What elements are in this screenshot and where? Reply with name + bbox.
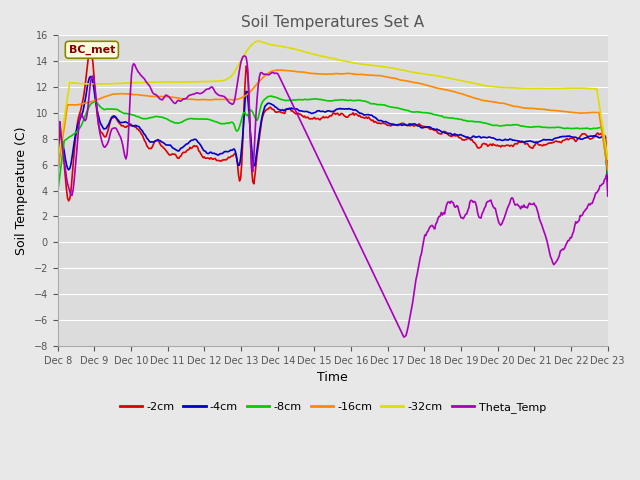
-16cm (278, 67, 285, 73)
-16cm (353, 72, 360, 77)
-2cm (86, 47, 93, 52)
Line: -32cm: -32cm (58, 41, 608, 162)
Theta_Temp (54, 164, 61, 170)
-2cm (354, 112, 362, 118)
-32cm (255, 38, 262, 44)
-32cm (316, 53, 324, 59)
Theta_Temp (507, 196, 515, 202)
Line: -8cm: -8cm (58, 96, 608, 192)
Theta_Temp (353, 235, 360, 241)
-2cm (507, 143, 515, 148)
-2cm (321, 115, 328, 120)
-16cm (382, 74, 390, 80)
-4cm (319, 108, 327, 114)
-8cm (506, 122, 513, 128)
X-axis label: Time: Time (317, 371, 348, 384)
-16cm (604, 168, 612, 173)
-8cm (316, 96, 324, 102)
-4cm (87, 73, 95, 79)
-8cm (268, 93, 275, 99)
-32cm (592, 86, 600, 92)
Line: -4cm: -4cm (58, 76, 608, 181)
-32cm (54, 159, 61, 165)
-2cm (65, 198, 72, 204)
-2cm (593, 131, 600, 137)
Line: Theta_Temp: Theta_Temp (58, 56, 608, 337)
Y-axis label: Soil Temperature (C): Soil Temperature (C) (15, 126, 28, 255)
-8cm (319, 97, 327, 103)
Theta_Temp (316, 159, 324, 165)
-32cm (604, 156, 612, 162)
Theta_Temp (319, 166, 327, 171)
-16cm (54, 170, 61, 176)
Legend: -2cm, -4cm, -8cm, -16cm, -32cm, Theta_Temp: -2cm, -4cm, -8cm, -16cm, -32cm, Theta_Te… (115, 398, 550, 418)
-2cm (383, 122, 391, 128)
-32cm (506, 85, 513, 91)
Theta_Temp (604, 193, 612, 199)
-16cm (319, 71, 327, 77)
Theta_Temp (382, 297, 390, 303)
-8cm (604, 172, 612, 178)
-16cm (592, 109, 600, 115)
-32cm (319, 54, 327, 60)
-4cm (316, 108, 324, 114)
-32cm (382, 64, 390, 70)
-32cm (353, 60, 360, 66)
-2cm (54, 166, 61, 171)
Theta_Temp (593, 190, 600, 196)
-4cm (54, 174, 61, 180)
Title: Soil Temperatures Set A: Soil Temperatures Set A (241, 15, 424, 30)
Text: BC_met: BC_met (68, 45, 115, 55)
-4cm (604, 178, 612, 184)
-4cm (382, 119, 390, 125)
-4cm (353, 108, 360, 113)
Line: -16cm: -16cm (58, 70, 608, 173)
-8cm (353, 97, 360, 103)
Line: -2cm: -2cm (58, 49, 608, 201)
Theta_Temp (400, 334, 408, 340)
Theta_Temp (240, 53, 248, 59)
-2cm (604, 177, 612, 182)
-2cm (317, 116, 325, 121)
-16cm (316, 71, 324, 77)
-16cm (506, 102, 513, 108)
-8cm (54, 190, 61, 195)
-8cm (382, 103, 390, 108)
-4cm (506, 136, 513, 142)
-4cm (592, 133, 600, 139)
-8cm (592, 125, 600, 131)
